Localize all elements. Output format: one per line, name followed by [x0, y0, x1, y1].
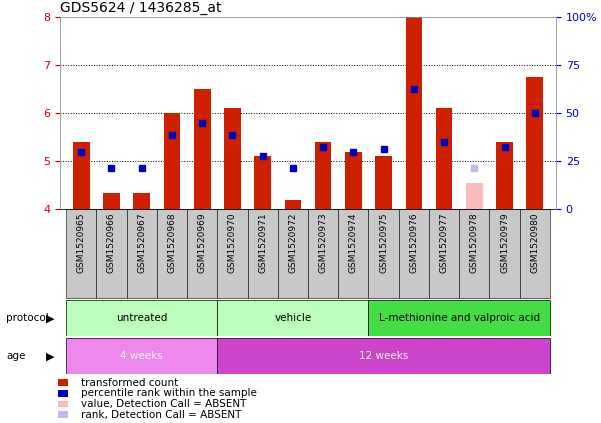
Bar — [66, 209, 96, 298]
Bar — [520, 209, 550, 298]
Bar — [406, 17, 422, 209]
Bar — [278, 209, 308, 298]
Bar — [58, 390, 68, 397]
Bar — [368, 300, 550, 336]
Bar — [285, 200, 301, 209]
Bar — [127, 209, 157, 298]
Bar — [254, 157, 271, 209]
Bar — [66, 300, 218, 336]
Bar — [459, 209, 489, 298]
Text: GSM1520968: GSM1520968 — [168, 212, 177, 273]
Text: GSM1520976: GSM1520976 — [409, 212, 418, 273]
Text: GSM1520974: GSM1520974 — [349, 212, 358, 272]
Bar — [103, 192, 120, 209]
Text: transformed count: transformed count — [81, 378, 178, 388]
Bar — [248, 209, 278, 298]
Bar — [345, 152, 362, 209]
Bar — [338, 209, 368, 298]
Text: value, Detection Call = ABSENT: value, Detection Call = ABSENT — [81, 399, 246, 409]
Bar — [218, 338, 550, 374]
Text: GSM1520978: GSM1520978 — [470, 212, 479, 273]
Text: GSM1520977: GSM1520977 — [439, 212, 448, 273]
Bar — [66, 338, 218, 374]
Text: vehicle: vehicle — [274, 313, 311, 323]
Bar — [496, 142, 513, 209]
Bar — [526, 77, 543, 209]
Text: L-methionine and valproic acid: L-methionine and valproic acid — [379, 313, 540, 323]
Text: GSM1520973: GSM1520973 — [319, 212, 328, 273]
Text: GSM1520979: GSM1520979 — [500, 212, 509, 273]
Bar — [315, 142, 331, 209]
Text: protocol: protocol — [6, 313, 49, 323]
Text: untreated: untreated — [116, 313, 168, 323]
Text: GSM1520970: GSM1520970 — [228, 212, 237, 273]
Text: GSM1520975: GSM1520975 — [379, 212, 388, 273]
Bar — [368, 209, 398, 298]
Text: ▶: ▶ — [46, 352, 54, 361]
Text: GSM1520967: GSM1520967 — [137, 212, 146, 273]
Text: GDS5624 / 1436285_at: GDS5624 / 1436285_at — [60, 0, 222, 14]
Bar — [224, 108, 241, 209]
Text: GSM1520965: GSM1520965 — [77, 212, 86, 273]
Bar — [218, 300, 368, 336]
Bar — [163, 113, 180, 209]
Text: percentile rank within the sample: percentile rank within the sample — [81, 388, 257, 398]
Text: GSM1520980: GSM1520980 — [530, 212, 539, 273]
Bar — [58, 401, 68, 407]
Text: GSM1520969: GSM1520969 — [198, 212, 207, 273]
Bar — [58, 411, 68, 418]
Bar — [187, 209, 218, 298]
Bar — [194, 89, 210, 209]
Text: GSM1520971: GSM1520971 — [258, 212, 267, 273]
Bar — [96, 209, 127, 298]
Text: GSM1520972: GSM1520972 — [288, 212, 297, 272]
Bar — [58, 379, 68, 386]
Bar — [375, 157, 392, 209]
Bar — [133, 192, 150, 209]
Text: 4 weeks: 4 weeks — [120, 352, 163, 361]
Text: rank, Detection Call = ABSENT: rank, Detection Call = ABSENT — [81, 409, 242, 420]
Bar — [466, 183, 483, 209]
Text: 12 weeks: 12 weeks — [359, 352, 408, 361]
Bar — [308, 209, 338, 298]
Bar — [429, 209, 459, 298]
Bar — [218, 209, 248, 298]
Text: age: age — [6, 352, 25, 361]
Bar — [73, 142, 90, 209]
Text: ▶: ▶ — [46, 313, 54, 323]
Bar — [157, 209, 187, 298]
Bar — [436, 108, 453, 209]
Bar — [489, 209, 520, 298]
Text: GSM1520966: GSM1520966 — [107, 212, 116, 273]
Bar — [398, 209, 429, 298]
